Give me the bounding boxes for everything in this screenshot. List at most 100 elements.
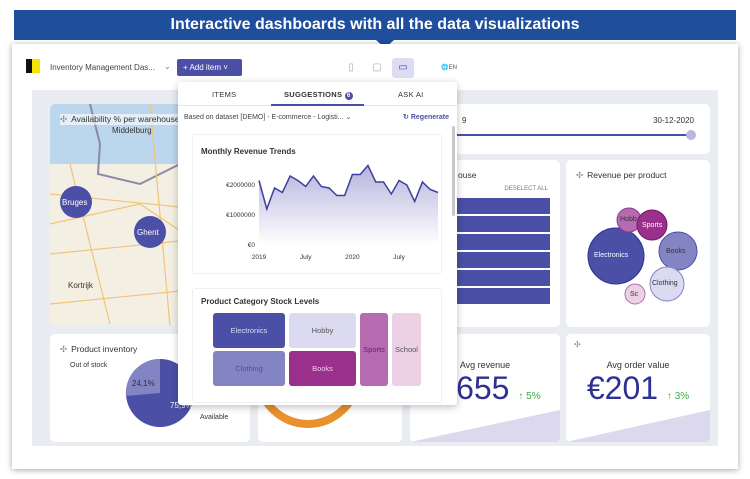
bubble-chart — [587, 207, 698, 305]
city-label[interactable]: Ghent — [137, 228, 159, 237]
kpi-card-avg-order-value: ✣ Avg order value €201 ↑ 3% — [566, 334, 710, 442]
x-tick-label: 2019 — [252, 254, 267, 261]
move-icon[interactable]: ✣ — [574, 340, 581, 349]
card-title: ✣ Revenue per product — [576, 170, 667, 181]
kpi-title: Avg revenue — [459, 360, 511, 370]
city-label: Middelburg — [112, 126, 152, 135]
bar-list — [450, 198, 550, 304]
bubble-card: ✣ Revenue per product Electronics Hobb Sp… — [566, 160, 710, 327]
tab-suggestions[interactable]: SUGGESTIONS 6 — [284, 90, 353, 100]
x-tick-label: July — [300, 254, 312, 261]
add-item-button[interactable]: + Add item ˅ — [177, 59, 242, 76]
end-date: 30-12-2020 — [653, 116, 694, 125]
pie-chart — [125, 358, 194, 427]
popup-tabs: ITEMS SUGGESTIONS 6 ASK AI — [178, 82, 457, 106]
city-label: Kortrijk — [68, 281, 93, 290]
tab-items[interactable]: ITEMS — [212, 90, 237, 99]
bar[interactable] — [450, 198, 550, 214]
bubble-label: Hobb — [620, 216, 637, 223]
card-title: ✣ Availability % per warehouse — [60, 114, 180, 125]
treemap-cell[interactable]: Hobby — [289, 313, 356, 348]
language-label: EN — [448, 65, 457, 71]
date-filter-card: 9 30-12-2020 — [410, 104, 710, 154]
line-series — [258, 164, 439, 212]
chart-title: Monthly Revenue Trends — [201, 147, 296, 156]
y-tick-label: €1000000 — [226, 212, 255, 219]
kpi-sparkline — [410, 410, 560, 442]
chart-title: Product Category Stock Levels — [201, 297, 320, 306]
bubble[interactable] — [624, 283, 646, 305]
move-icon[interactable]: ✣ — [60, 344, 68, 354]
pie-title: Product inventory — [71, 344, 138, 354]
x-tick-label: 2020 — [345, 254, 360, 261]
bubble-label: Clothing — [652, 280, 678, 287]
bubble-label: Books — [666, 248, 686, 255]
available-label: Available — [200, 414, 229, 421]
deselect-all-button[interactable]: DESELECT ALL — [504, 186, 548, 192]
card-title: ✣ Product inventory — [60, 344, 137, 355]
move-icon[interactable]: ✣ — [60, 114, 68, 124]
treemap-cell[interactable]: Books — [289, 351, 356, 386]
bar[interactable] — [450, 270, 550, 286]
scrollbar[interactable] — [452, 126, 455, 216]
kpi-delta: ↑ 5% — [518, 391, 541, 402]
y-tick-label: €0 — [248, 242, 256, 249]
move-icon[interactable]: ✣ — [576, 170, 584, 180]
regenerate-button[interactable]: ↻ Regenerate — [403, 114, 449, 121]
pie-label: 24,1% — [132, 379, 155, 388]
y-tick-label: €2000000 — [226, 182, 255, 189]
suggestions-badge: 6 — [344, 92, 353, 100]
x-tick-label: July — [393, 254, 405, 261]
card-title: ouse — [458, 170, 477, 180]
pie-slice-out-of-stock[interactable] — [125, 358, 160, 396]
globe-icon[interactable]: 🌐EN — [441, 65, 457, 71]
dashboard-title[interactable]: Inventory Management Das... — [50, 63, 155, 72]
city-label[interactable]: Bruges — [62, 198, 88, 207]
dataset-label: Based on dataset [DEMO] - E-commerce - L… — [184, 114, 344, 121]
tab-ask-ai[interactable]: ASK AI — [398, 90, 424, 99]
out-of-stock-label: Out of stock — [70, 362, 108, 369]
bar[interactable] — [450, 234, 550, 250]
line-chart: €0 €1000000 €2000000 2019 July 2020 July — [226, 164, 439, 261]
desktop-icon[interactable]: ▭ — [392, 58, 414, 78]
bubble[interactable] — [587, 227, 645, 285]
slider-handle[interactable] — [686, 130, 696, 140]
bubble-label: Sc — [630, 291, 639, 298]
dataset-select[interactable]: Based on dataset [DEMO] - E-commerce - L… — [184, 114, 352, 121]
toolbar: Inventory Management Das... ⌄ + Add item… — [12, 44, 738, 86]
add-item-popup: ITEMS SUGGESTIONS 6 ASK AI Based on data… — [178, 82, 457, 405]
kpi-value: €201 ↑ 3% — [566, 370, 710, 407]
kpi-sparkline — [566, 410, 710, 442]
mobile-icon[interactable]: ▯ — [348, 62, 354, 73]
active-tab-indicator — [271, 104, 364, 106]
treemap-cell[interactable]: Electronics — [213, 313, 285, 348]
kpi-title: Avg order value — [606, 360, 670, 370]
bubble[interactable] — [649, 266, 685, 302]
banner: Interactive dashboards with all the data… — [14, 10, 736, 48]
chevron-down-icon[interactable]: ⌄ — [164, 62, 171, 71]
regenerate-label: Regenerate — [410, 114, 449, 121]
suggestion-line-chart[interactable]: Monthly Revenue Trends €0 €1000000 €200000… — [192, 134, 442, 274]
area-fill — [259, 165, 438, 245]
treemap-cell[interactable]: Sports — [360, 313, 388, 386]
kpi-number: €201 — [586, 370, 659, 406]
suggestion-treemap[interactable]: Product Category Stock Levels Electronic… — [192, 288, 442, 403]
bar[interactable] — [450, 216, 550, 232]
bar[interactable] — [450, 252, 550, 268]
kpi-delta: ↑ 3% — [666, 391, 690, 402]
bubble-title: Revenue per product — [587, 170, 667, 180]
map-title: Availability % per warehouse — [71, 114, 180, 124]
bar[interactable] — [450, 288, 550, 304]
bubble-label: Sports — [642, 222, 663, 229]
tab-label: SUGGESTIONS — [284, 90, 343, 99]
treemap-cell[interactable]: Clothing — [213, 351, 285, 386]
tablet-icon[interactable]: ▢ — [372, 62, 382, 73]
treemap-cell[interactable]: School — [392, 313, 421, 386]
bubble[interactable] — [636, 209, 668, 241]
bubble[interactable] — [658, 231, 698, 271]
start-date: 9 — [462, 116, 467, 125]
pie-label: 75,9% — [170, 401, 193, 410]
date-slider[interactable] — [450, 134, 690, 136]
bubble-label: Electronics — [594, 252, 629, 259]
logo — [26, 59, 40, 73]
